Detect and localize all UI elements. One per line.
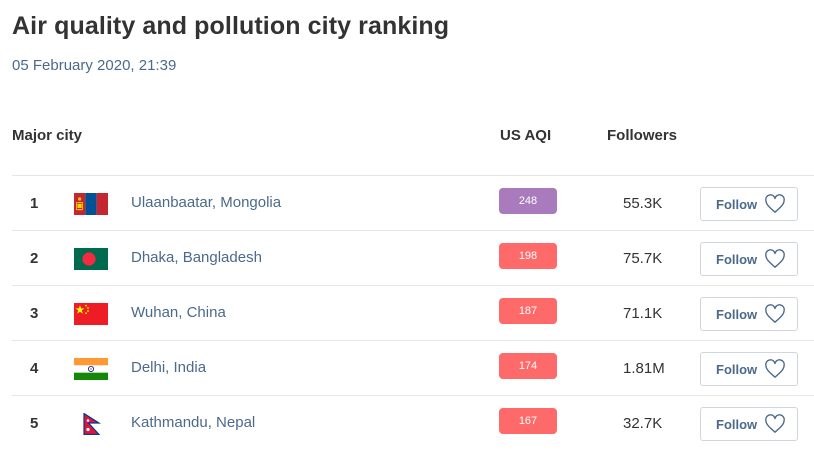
table-row: 1 Ulaanbaatar, Mongolia 248 55.3K Follow [12, 175, 814, 230]
heart-icon [764, 194, 786, 214]
followers-count: 71.1K [623, 305, 663, 322]
heart-icon [764, 304, 786, 324]
heart-icon [764, 414, 786, 434]
follow-label: Follow [716, 416, 758, 432]
follow-button[interactable]: Follow [700, 187, 798, 221]
table-row: 4 Delhi, India 174 1.81M Follow [12, 340, 814, 395]
table-row: 2 Dhaka, Bangladesh 198 75.7K Follow [12, 230, 814, 285]
city-link[interactable]: Kathmandu, Nepal [131, 414, 256, 431]
follow-button[interactable]: Follow [700, 297, 798, 331]
ranking-table: 1 Ulaanbaatar, Mongolia 248 55.3K Follow [0, 175, 814, 450]
city-link[interactable]: Delhi, India [131, 359, 207, 376]
china-flag-icon [74, 303, 108, 325]
heart-icon [764, 359, 786, 379]
nepal-flag-icon [74, 413, 108, 435]
rank: 2 [30, 250, 39, 267]
mongolia-flag-icon [74, 193, 108, 215]
follow-label: Follow [716, 196, 758, 212]
heart-icon [764, 249, 786, 269]
city-link[interactable]: Wuhan, China [131, 304, 226, 321]
rank: 3 [30, 305, 39, 322]
table-row: 5 Kathmandu, Nepal 167 32.7K Follow [12, 395, 814, 450]
header-us-aqi: US AQI [500, 127, 552, 144]
header-major-city: Major city [12, 127, 83, 144]
followers-count: 55.3K [623, 195, 663, 212]
aqi-badge: 167 [499, 408, 557, 434]
aqi-badge: 248 [499, 188, 557, 214]
aqi-badge: 174 [499, 353, 557, 379]
follow-button[interactable]: Follow [700, 242, 798, 276]
city-link[interactable]: Dhaka, Bangladesh [131, 249, 262, 266]
page-title: Air quality and pollution city ranking [12, 12, 450, 40]
bangladesh-flag-icon [74, 248, 108, 270]
table-header: Major city US AQI Followers [0, 127, 814, 147]
table-row: 3 Wuhan, China 187 71.1K Follow [12, 285, 814, 340]
rank: 4 [30, 360, 39, 377]
followers-count: 32.7K [623, 415, 663, 432]
follow-button[interactable]: Follow [700, 352, 798, 386]
aqi-badge: 198 [499, 243, 557, 269]
timestamp: 05 February 2020, 21:39 [12, 57, 177, 74]
rank: 1 [30, 195, 39, 212]
india-flag-icon [74, 358, 108, 380]
follow-label: Follow [716, 306, 758, 322]
rank: 5 [30, 415, 39, 432]
aqi-badge: 187 [499, 298, 557, 324]
follow-label: Follow [716, 251, 758, 267]
city-link[interactable]: Ulaanbaatar, Mongolia [131, 194, 282, 211]
follow-label: Follow [716, 361, 758, 377]
follow-button[interactable]: Follow [700, 407, 798, 441]
header-followers: Followers [607, 127, 678, 144]
followers-count: 1.81M [623, 360, 665, 377]
followers-count: 75.7K [623, 250, 663, 267]
